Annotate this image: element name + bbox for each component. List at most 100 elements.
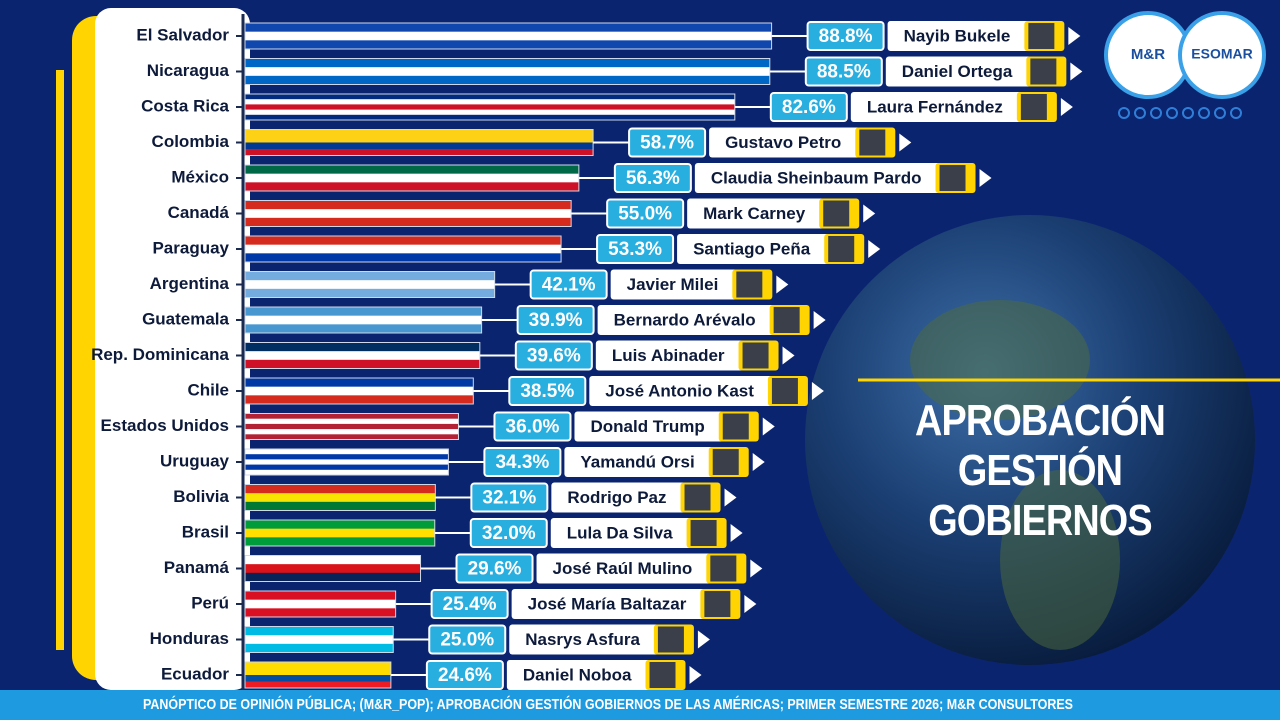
flag-stripe <box>245 200 572 210</box>
flag-stripe <box>245 23 772 32</box>
name-box <box>595 340 751 371</box>
y-tick-label: Costa Rica <box>141 96 229 115</box>
bar <box>244 22 773 50</box>
source: PANÓPTICO DE OPINIÓN PÚBLICA; (M&R_POP);… <box>143 695 1073 713</box>
flag-stripe <box>245 94 735 100</box>
arrow <box>899 133 912 152</box>
bar <box>244 129 594 156</box>
deco-dot <box>1230 107 1242 119</box>
leader-name: Santiago Peña <box>693 239 811 258</box>
flag-stripe <box>245 217 572 227</box>
photo <box>859 129 886 156</box>
photo <box>939 165 966 191</box>
name-box <box>597 305 782 335</box>
bar <box>244 93 736 121</box>
bar <box>244 519 436 547</box>
flag-stripe <box>245 429 459 435</box>
arrow <box>744 595 757 613</box>
value-box <box>628 127 707 158</box>
y-tick-label: Nicaragua <box>147 61 230 80</box>
name-box <box>564 447 721 477</box>
flag-stripe <box>245 378 474 387</box>
bar <box>244 484 436 511</box>
y-tick-label: Paraguay <box>152 238 229 257</box>
y-tick-label: Guatemala <box>142 309 229 328</box>
y-tick-label: Panamá <box>164 558 230 577</box>
value-label: 32.1% <box>482 488 536 509</box>
name-box <box>709 127 868 158</box>
leader-name: Mark Carney <box>703 204 806 223</box>
arrow <box>813 311 826 329</box>
deco-dot <box>1134 107 1146 119</box>
leader-name: Daniel Ortega <box>902 62 1013 81</box>
value-label: 32.0% <box>482 523 536 544</box>
flag-stripe <box>245 484 436 494</box>
flag-stripe <box>245 209 572 219</box>
value-box <box>508 376 587 406</box>
name-box <box>677 234 837 264</box>
flag-stripe <box>245 67 770 77</box>
photo <box>823 200 850 227</box>
value-box <box>516 305 595 335</box>
value-label: 53.3% <box>608 239 662 260</box>
arrow <box>863 204 876 223</box>
flag-stripe <box>245 307 482 316</box>
photo <box>773 307 800 333</box>
leader-name: Donald Trump <box>590 417 704 436</box>
bar <box>244 306 483 334</box>
flag-stripe <box>245 434 459 440</box>
arrow <box>689 666 702 684</box>
flag-stripe <box>245 75 770 85</box>
leader-name: Lula Da Silva <box>567 523 673 542</box>
flag-stripe <box>245 564 421 574</box>
name-box <box>887 21 1037 51</box>
y-tick-label: Honduras <box>150 629 229 648</box>
flag-stripe <box>245 520 435 529</box>
bar <box>244 235 562 263</box>
footer-band <box>0 690 1280 720</box>
flag-stripe <box>245 109 735 116</box>
y-tick-label: Estados Unidos <box>101 416 229 435</box>
value-box <box>613 163 692 193</box>
flag-stripe <box>245 418 459 425</box>
y-tick-label: México <box>171 167 229 186</box>
flag-stripe <box>245 459 449 465</box>
deco-dot <box>1198 107 1210 119</box>
value-label: 88.8% <box>819 26 873 47</box>
arrow <box>811 382 824 400</box>
value-box <box>469 518 548 548</box>
arrow <box>776 275 789 294</box>
leader-name: Gustavo Petro <box>725 133 841 152</box>
flag-stripe <box>245 454 449 460</box>
deco-dot <box>1166 107 1178 119</box>
y-tick-label: El Salvador <box>136 25 229 44</box>
value-label: 36.0% <box>506 417 560 438</box>
bar <box>244 626 394 653</box>
deco-dot <box>1182 107 1194 119</box>
flag-stripe <box>245 464 449 471</box>
flag-stripe <box>245 386 474 396</box>
bar <box>244 448 449 476</box>
name-box <box>885 56 1039 87</box>
flag-stripe <box>245 58 770 68</box>
leader-name: Nasrys Asfura <box>525 630 640 649</box>
bar <box>244 164 580 192</box>
flag-stripe <box>245 608 396 618</box>
value-label: 42.1% <box>542 275 596 296</box>
leader-name: Rodrigo Paz <box>567 488 666 507</box>
flag-stripe <box>245 351 480 361</box>
flag-stripe <box>245 501 436 511</box>
y-tick-label: Perú <box>191 593 229 612</box>
value-box <box>483 447 562 477</box>
flag-stripe <box>245 253 562 263</box>
flag-stripe <box>245 40 772 50</box>
flag-stripe <box>245 236 562 245</box>
flag-stripe <box>245 173 579 183</box>
flag-stripe <box>245 537 435 547</box>
value-box <box>470 482 549 513</box>
arrow <box>1060 98 1073 116</box>
name-box <box>551 482 693 513</box>
value-box <box>596 234 675 264</box>
value-label: 25.0% <box>440 630 494 651</box>
arrow <box>1070 62 1083 81</box>
